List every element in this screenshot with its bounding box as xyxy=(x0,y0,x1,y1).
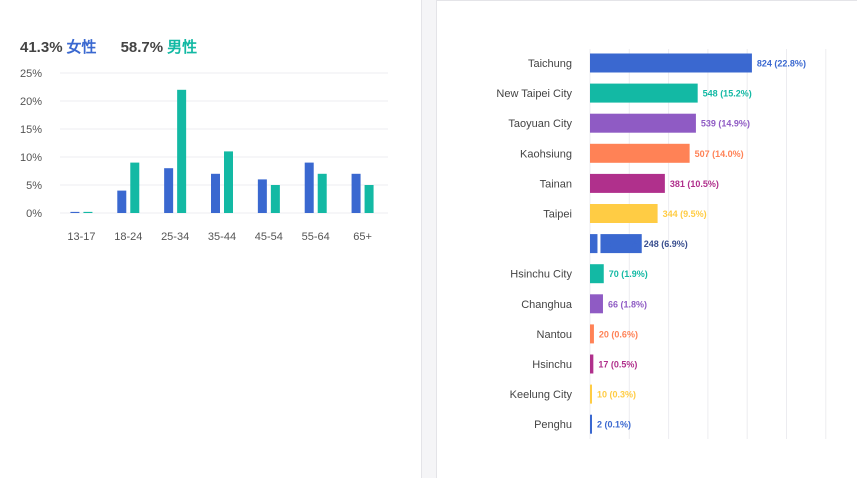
age-gender-chart: 0% 5% 10% 15% 20% 25% 13-17 18-24 25-34 35-44 45-5… xyxy=(20,68,388,243)
y-tick-label: 20% xyxy=(20,96,42,108)
city-label: Taichung xyxy=(528,58,572,70)
city-value-label: 20 (0.6%) xyxy=(599,329,638,339)
city-value-label: 824 (22.8%) xyxy=(757,59,806,69)
city-value-label: 539 (14.9%) xyxy=(701,119,750,129)
city-value-label: 66 (1.8%) xyxy=(608,299,647,309)
age-gender-panel: 41.3% 女性 58.7% 男性 0% 5% 10% 15% 20% 25% 13-17 18-2… xyxy=(0,0,421,478)
city-value-label: 2 (0.1%) xyxy=(597,420,631,430)
city-value-label: 38 (1.1%) xyxy=(601,239,640,249)
female-bar xyxy=(211,173,220,213)
city-bar xyxy=(590,204,658,223)
x-tick-label: 55-64 xyxy=(302,231,330,243)
x-tick-label: 65+ xyxy=(353,231,372,243)
female-percent: 41.3% xyxy=(20,39,63,56)
city-bar xyxy=(590,143,690,163)
female-bar xyxy=(257,179,267,213)
female-bar xyxy=(351,173,361,213)
female-bar xyxy=(117,190,127,213)
city-bar xyxy=(590,113,696,133)
x-tick-label: 13-17 xyxy=(67,231,95,243)
city-value-label: 381 (10.5%) xyxy=(670,179,719,189)
city-chart: Taichung 824 (22.8%) New Taipei City 548 (1… xyxy=(496,49,827,439)
city-bar xyxy=(590,414,592,434)
female-bar xyxy=(70,211,80,213)
city-bar-stacked xyxy=(600,234,642,254)
x-tick-label: 25-34 xyxy=(161,231,189,243)
male-bar xyxy=(130,162,140,213)
female-bar xyxy=(164,168,174,213)
city-label: Hsinchu City xyxy=(510,269,572,281)
city-bar xyxy=(590,324,594,344)
x-tick-label: 35-44 xyxy=(208,231,236,243)
male-bar xyxy=(83,211,93,213)
panel-divider xyxy=(421,0,437,478)
city-panel: Taichung 824 (22.8%) New Taipei City 548 (1… xyxy=(437,0,857,478)
city-label: Tainan xyxy=(540,178,572,190)
city-value-label: 548 (15.2%) xyxy=(703,89,752,99)
city-bar xyxy=(590,354,594,374)
city-bar xyxy=(590,53,752,73)
city-label: New Taipei City xyxy=(496,88,572,100)
x-tick-label: 45-54 xyxy=(255,231,283,243)
male-bar xyxy=(224,151,233,213)
y-tick-label: 15% xyxy=(20,124,42,136)
male-bar xyxy=(270,185,280,213)
city-value-label: 10 (0.3%) xyxy=(597,390,636,400)
x-tick-label: 18-24 xyxy=(114,231,142,243)
city-bar xyxy=(590,384,592,404)
city-label: Taipei xyxy=(543,209,572,221)
male-bar xyxy=(177,89,187,213)
gender-legend: 41.3% 女性 58.7% 男性 xyxy=(20,36,197,57)
city-label: Nantou xyxy=(537,329,572,341)
city-label: Keelung City xyxy=(510,389,573,401)
city-value-label: 17 (0.5%) xyxy=(598,360,637,370)
city-label: Kaohsiung xyxy=(520,148,572,160)
city-bar xyxy=(590,83,698,103)
city-bar xyxy=(590,234,598,254)
city-value-label: 344 (9.5%) xyxy=(663,209,707,219)
y-tick-label: 0% xyxy=(26,208,42,220)
male-bar xyxy=(364,185,374,213)
male-label: 男性 xyxy=(167,39,198,56)
female-bar xyxy=(304,162,314,213)
y-tick-label: 5% xyxy=(26,180,42,192)
y-tick-label: 25% xyxy=(20,68,42,80)
city-label: Taoyuan City xyxy=(508,118,572,130)
city-label: Penghu xyxy=(534,419,572,431)
female-label: 女性 xyxy=(66,39,97,56)
city-label: Changhua xyxy=(521,299,573,311)
city-bar xyxy=(590,173,665,193)
city-value-label-stacked: 248 (6.9%) xyxy=(644,239,688,249)
city-value-label: 70 (1.9%) xyxy=(609,269,648,279)
male-bar xyxy=(317,173,327,213)
city-value-label: 507 (14.0%) xyxy=(695,149,744,159)
male-percent: 58.7% xyxy=(120,39,164,56)
city-bar xyxy=(590,264,604,284)
city-label: Hsinchu xyxy=(532,359,572,371)
y-tick-label: 10% xyxy=(20,152,42,164)
city-bar xyxy=(590,294,603,314)
